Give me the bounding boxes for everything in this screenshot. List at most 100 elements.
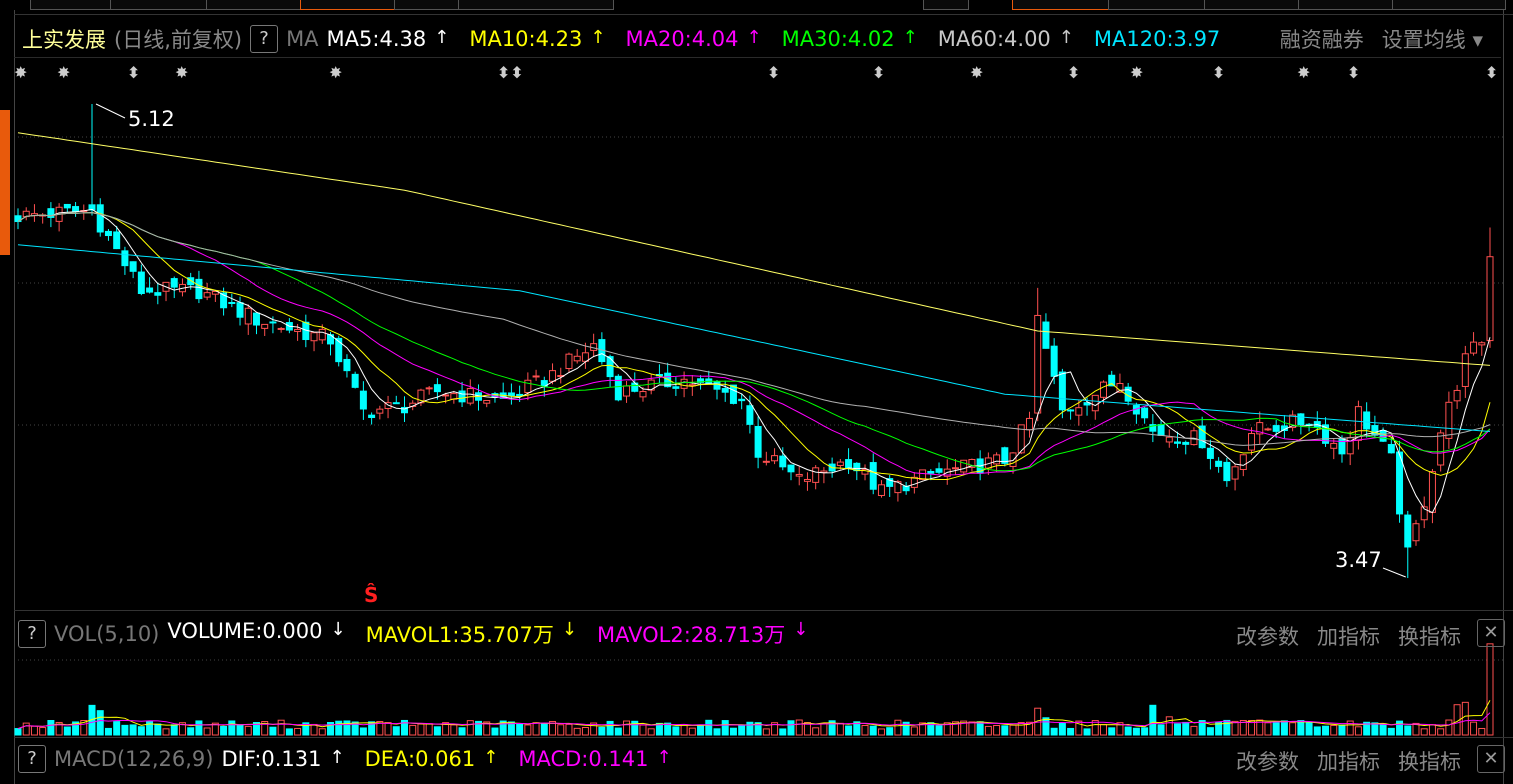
event-marker-icon[interactable]: ⬍ xyxy=(1485,63,1499,82)
volume-bar xyxy=(425,723,433,736)
macd-help-button[interactable]: ? xyxy=(18,745,46,773)
candle-down xyxy=(886,478,894,487)
volume-bar xyxy=(1058,722,1066,736)
event-marker-icon[interactable]: ✸ xyxy=(1130,63,1144,82)
candle-up xyxy=(812,467,820,483)
volume-bar xyxy=(1206,727,1214,736)
volume-bar xyxy=(828,720,836,736)
indicator-value: MAVOL2:28.713万 xyxy=(597,623,786,647)
candle-down xyxy=(72,206,80,213)
stock-name: 上实发展 xyxy=(22,28,106,52)
volume-bar xyxy=(820,723,828,736)
candle-up xyxy=(466,388,474,404)
volume-bar xyxy=(409,724,417,736)
volume-bar xyxy=(1231,720,1239,736)
candle-up xyxy=(877,484,885,496)
volume-bar xyxy=(836,722,844,736)
candle-up xyxy=(968,458,976,468)
candle-up xyxy=(1264,428,1272,431)
event-marker-icon[interactable]: ⬍⬍ xyxy=(497,63,524,82)
event-marker-icon[interactable]: ✸ xyxy=(329,63,343,82)
change-params-button[interactable]: 改参数 xyxy=(1236,750,1299,774)
volume-bar xyxy=(417,723,425,736)
help-button[interactable]: ? xyxy=(250,25,279,53)
event-marker-icon[interactable]: ✸ xyxy=(970,63,984,82)
event-marker-icon[interactable]: ✸ xyxy=(57,63,71,82)
candle-down xyxy=(614,375,622,401)
candle-down xyxy=(137,271,145,294)
volume-bar xyxy=(55,721,63,736)
event-marker-icon[interactable]: ⬍ xyxy=(767,63,781,82)
right-scrollbar[interactable] xyxy=(1503,10,1513,784)
indicator-value: VOLUME:0.000 xyxy=(167,619,323,643)
vol-help-button[interactable]: ? xyxy=(18,620,46,648)
volume-bar xyxy=(376,721,384,736)
event-marker-icon[interactable]: ⬍ xyxy=(872,63,886,82)
close-icon[interactable]: ✕ xyxy=(1477,619,1505,647)
candle-down xyxy=(672,386,680,389)
volume-bar xyxy=(1346,720,1354,736)
event-marker-icon[interactable]: ✸ xyxy=(14,63,28,82)
candle-down xyxy=(1297,413,1305,425)
candle-up xyxy=(1231,466,1239,480)
candle-down xyxy=(606,356,614,378)
volume-bar xyxy=(795,719,803,736)
volume-bar xyxy=(195,720,203,736)
event-marker-icon[interactable]: ⬍ xyxy=(1212,63,1226,82)
volume-bar xyxy=(729,727,737,736)
volume-bar xyxy=(458,727,466,736)
volume-bar xyxy=(343,720,351,736)
event-marker-icon[interactable]: ✸ xyxy=(175,63,189,82)
volume-bar xyxy=(1272,722,1280,736)
tab[interactable] xyxy=(458,0,614,10)
top-tab-bar xyxy=(0,0,1513,10)
add-indicator-button[interactable]: 加指标 xyxy=(1317,750,1380,774)
candle-up xyxy=(1034,314,1042,414)
tab[interactable] xyxy=(923,0,969,10)
volume-bar xyxy=(1461,701,1469,736)
volume-bar xyxy=(1149,704,1157,736)
volume-bar xyxy=(1289,722,1297,736)
event-marker-icon[interactable]: ✸ xyxy=(1297,63,1311,82)
event-marker-icon[interactable]: ⬍ xyxy=(1067,63,1081,82)
divider xyxy=(14,14,1513,15)
candle-down xyxy=(1272,425,1280,432)
indicator-value: MACD:0.141 xyxy=(518,747,649,771)
candle-down xyxy=(1050,345,1058,377)
indicator-value: DEA:0.061 xyxy=(364,747,476,771)
event-marker-icon[interactable]: ⬍ xyxy=(1347,63,1361,82)
volume-bar xyxy=(1025,721,1033,736)
volume-bar xyxy=(483,721,491,736)
candle-down xyxy=(104,230,112,237)
candle-down xyxy=(113,231,121,250)
candle-up xyxy=(1445,401,1453,439)
candle-down xyxy=(869,462,877,490)
volume-bar xyxy=(401,719,409,736)
volume-bar xyxy=(326,722,334,736)
close-icon[interactable]: ✕ xyxy=(1477,745,1505,773)
trend-arrow-icon: ↑ xyxy=(656,747,672,768)
volume-bar xyxy=(869,725,877,736)
volume-bar xyxy=(1124,726,1132,736)
set-ma-dropdown[interactable]: 设置均线 ▾ xyxy=(1381,28,1483,52)
candle-up xyxy=(894,481,902,494)
event-marker-icon[interactable]: ⬍ xyxy=(127,63,141,82)
switch-indicator-button[interactable]: 换指标 xyxy=(1398,750,1461,774)
volume-bar xyxy=(1470,721,1478,736)
volume-bar xyxy=(475,720,483,736)
volume-bar xyxy=(623,720,631,736)
tab[interactable] xyxy=(1392,0,1506,10)
add-indicator-button[interactable]: 加指标 xyxy=(1317,625,1380,649)
volume-bar xyxy=(598,726,606,736)
signal-mark[interactable]: Ŝ xyxy=(364,583,379,607)
margin-trading-button[interactable]: 融资融券 xyxy=(1279,28,1364,52)
volume-bar xyxy=(104,727,112,736)
volume-bar xyxy=(606,720,614,736)
switch-indicator-button[interactable]: 换指标 xyxy=(1398,625,1461,649)
candle-down xyxy=(458,390,466,403)
candle-up xyxy=(1486,256,1494,342)
volume-bar xyxy=(433,726,441,736)
indicator-value: MA30:4.02 xyxy=(781,27,895,51)
change-params-button[interactable]: 改参数 xyxy=(1236,625,1299,649)
